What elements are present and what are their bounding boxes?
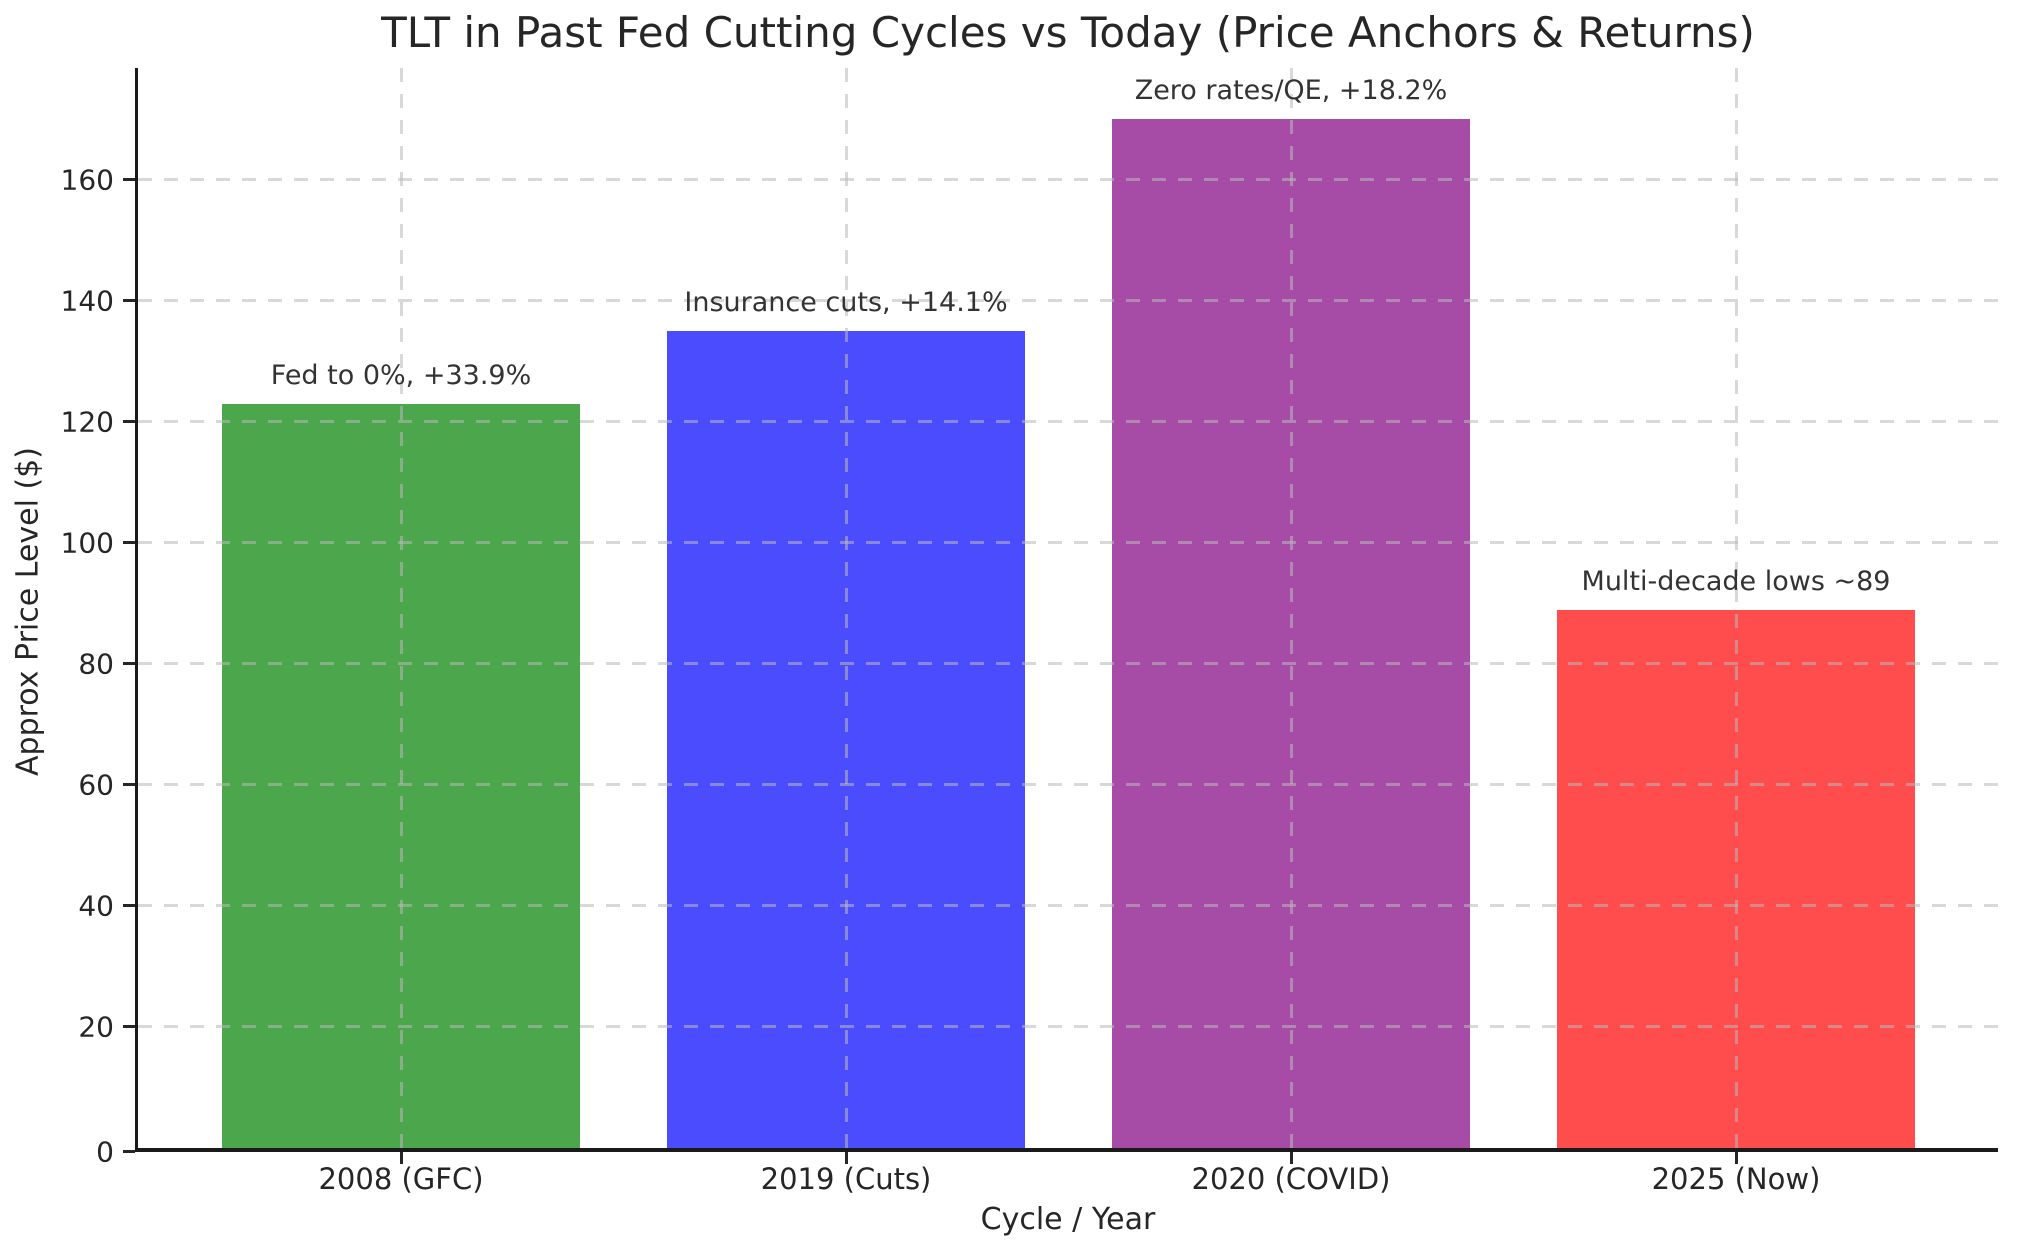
y-tick-label-100: 100 [60, 526, 114, 560]
y-tick-mark-120 [123, 420, 135, 424]
y-tick-mark-0 [123, 1150, 135, 1153]
y-tick-mark-140 [123, 299, 135, 303]
gridline-h-160 [138, 178, 1998, 182]
gridline-h-20 [138, 1025, 1998, 1029]
y-tick-mark-40 [123, 904, 135, 908]
y-tick-mark-100 [123, 541, 135, 545]
y-tick-label-20: 20 [78, 1010, 114, 1044]
x-tick-label-2025-now: 2025 (Now) [1651, 1162, 1821, 1196]
x-tick-mark-2008-gfc [399, 1152, 403, 1164]
gridline-h-80 [138, 662, 1998, 666]
x-tick-mark-2025-now [1734, 1152, 1738, 1164]
y-tick-label-0: 0 [96, 1135, 114, 1168]
gridline-v-2019-cuts [844, 68, 848, 1148]
x-tick-label-2008-gfc: 2008 (GFC) [318, 1162, 484, 1196]
bar-annotation-2025-now: Multi-decade lows ~89 [1581, 565, 1891, 597]
y-tick-label-160: 160 [60, 163, 114, 197]
y-tick-label-40: 40 [78, 889, 114, 923]
gridline-h-100 [138, 541, 1998, 545]
x-tick-mark-2019-cuts [844, 1152, 848, 1164]
x-tick-label-2020-covid: 2020 (COVID) [1191, 1162, 1391, 1196]
gridline-v-2025-now [1734, 68, 1738, 1148]
x-tick-label-2019-cuts: 2019 (Cuts) [760, 1162, 932, 1196]
y-axis-spine [135, 68, 138, 1152]
x-tick-mark-2020-covid [1289, 1152, 1293, 1164]
gridline-h-140 [138, 299, 1998, 303]
y-tick-mark-80 [123, 662, 135, 666]
x-axis-spine [135, 1148, 1998, 1152]
bar-annotation-2008-gfc: Fed to 0%, +33.9% [270, 359, 532, 391]
y-tick-mark-160 [123, 178, 135, 182]
gridline-v-2020-covid [1289, 68, 1293, 1148]
gridline-h-60 [138, 783, 1998, 787]
gridline-h-40 [138, 904, 1998, 908]
bar-annotation-2020-covid: Zero rates/QE, +18.2% [1134, 75, 1448, 107]
gridline-v-2008-gfc [399, 68, 403, 1148]
chart-title: TLT in Past Fed Cutting Cycles vs Today … [381, 8, 1755, 57]
y-tick-label-60: 60 [78, 768, 114, 802]
gridline-h-120 [138, 420, 1998, 424]
y-tick-label-80: 80 [78, 647, 114, 681]
y-tick-label-120: 120 [60, 405, 114, 439]
y-tick-mark-20 [123, 1025, 135, 1029]
y-tick-mark-60 [123, 783, 135, 787]
bar-annotation-2019-cuts: Insurance cuts, +14.1% [684, 287, 1008, 319]
y-tick-label-140: 140 [60, 284, 114, 318]
x-axis-label: Cycle / Year [980, 1202, 1156, 1237]
